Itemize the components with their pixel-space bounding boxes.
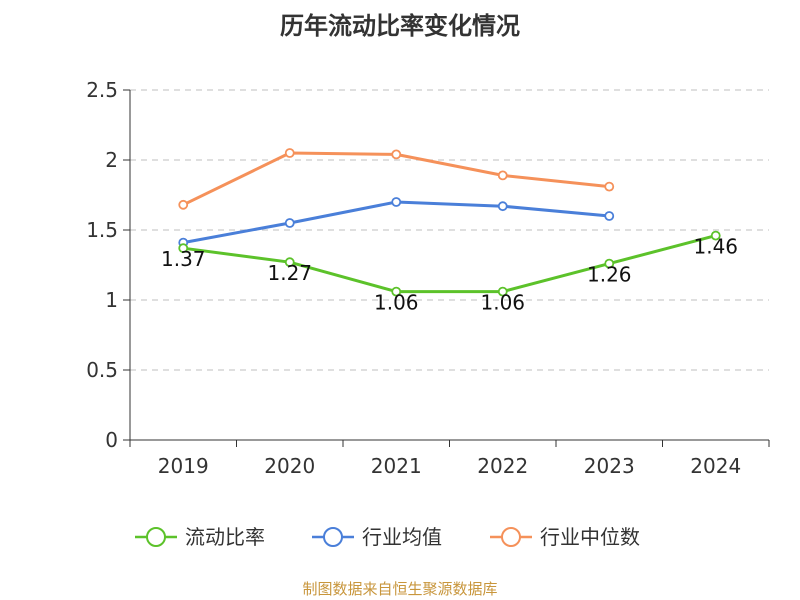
series-3	[178, 148, 615, 210]
x-tick-label: 2024	[690, 454, 741, 478]
series-2-point	[391, 197, 402, 207]
legend-item-3: 行业中位数	[490, 525, 640, 549]
series-3-point	[497, 170, 508, 181]
series-group	[178, 148, 721, 297]
x-tick-label: 2021	[371, 454, 422, 478]
y-tick-label: 0.5	[86, 358, 118, 382]
series-2-line	[181, 200, 611, 245]
y-tick-label: 2.5	[86, 78, 118, 102]
series-1-point	[604, 258, 615, 269]
x-tick-label: 2022	[477, 454, 528, 478]
gridlines	[130, 89, 769, 371]
legend-label: 流动比率	[185, 525, 265, 549]
data-label: 1.26	[587, 263, 632, 287]
y-tick-label: 0	[105, 428, 118, 452]
series-1-point	[710, 230, 721, 241]
series-3-point	[604, 181, 615, 192]
legend-marker	[146, 527, 166, 547]
series-3-point	[391, 149, 402, 160]
data-label: 1.46	[693, 235, 738, 259]
series-1	[178, 230, 721, 297]
x-tick-label: 2019	[158, 454, 209, 478]
y-tick-label: 2	[105, 148, 118, 172]
legend-marker	[323, 527, 343, 547]
axes: 0 0.5 1 1.5 2 2.5 2019 2020 2021 2022 2023 2024	[86, 78, 770, 478]
series-1-point	[284, 257, 295, 268]
data-label: 1.06	[480, 291, 525, 315]
series-1-point	[178, 243, 189, 254]
series-1-point	[497, 286, 508, 297]
data-label: 1.06	[374, 291, 419, 315]
y-tick-label: 1.5	[86, 218, 118, 242]
series-3-point	[178, 199, 189, 210]
series-3-line	[181, 151, 611, 207]
series-2-point	[284, 218, 295, 228]
x-tick-label: 2020	[264, 454, 315, 478]
data-label: 1.27	[267, 261, 312, 285]
legend-marker	[501, 527, 521, 547]
legend: 流动比率 行业均值 行业中位数	[135, 525, 640, 549]
data-labels: 1.37 1.27 1.06 1.06 1.26 1.46	[161, 235, 738, 315]
source-note: 制图数据来自恒生聚源数据库	[302, 580, 497, 598]
series-1-point	[391, 286, 402, 297]
chart-title: 历年流动比率变化情况	[280, 12, 520, 40]
legend-item-1: 流动比率	[135, 525, 265, 549]
y-tick-label: 1	[105, 288, 118, 312]
series-2	[178, 197, 615, 248]
legend-label: 行业中位数	[540, 525, 640, 549]
legend-label: 行业均值	[362, 525, 442, 549]
series-2-point	[604, 211, 615, 221]
data-label: 1.37	[161, 247, 206, 271]
legend-item-2: 行业均值	[312, 525, 442, 549]
series-1-line	[181, 234, 718, 294]
series-3-point	[284, 148, 295, 158]
series-2-point	[497, 201, 508, 212]
x-tick-label: 2023	[584, 454, 635, 478]
